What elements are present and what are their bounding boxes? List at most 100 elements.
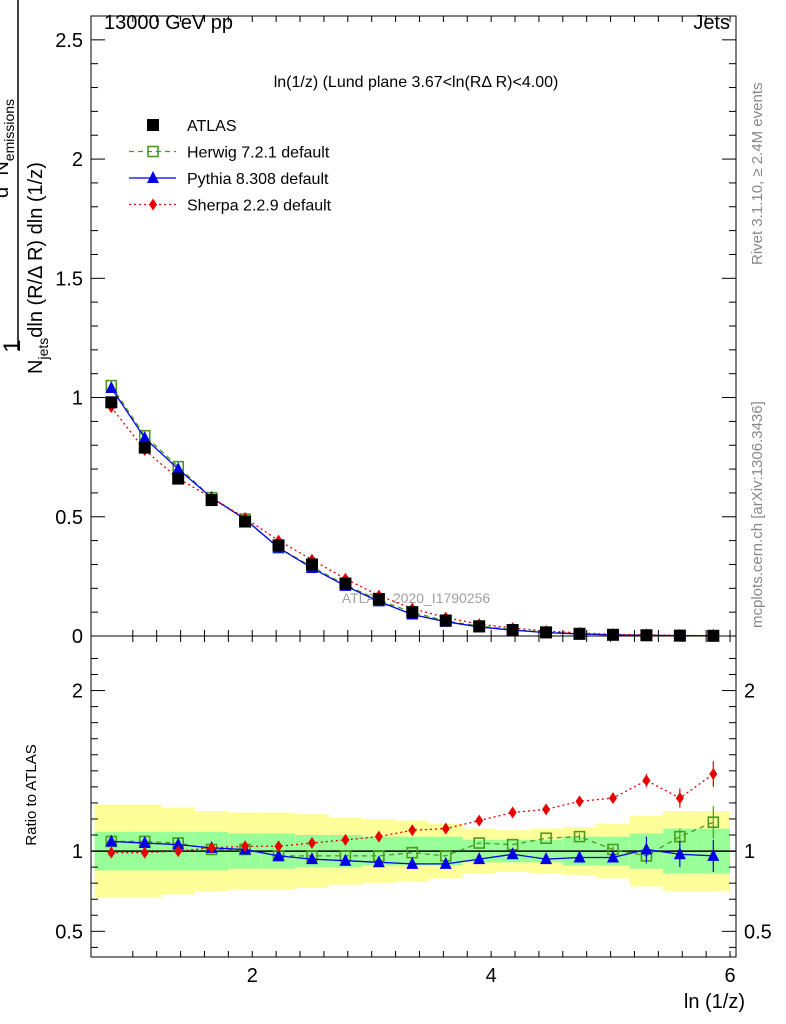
axes-layer: 2 4 6 0 0.5 1 1.5 2 2.5 0.5 0.5 1 1 2 2	[55, 15, 772, 987]
ratio-series-3	[107, 761, 718, 859]
main-y-tick-label: 1	[72, 388, 83, 410]
ratio-data-point	[542, 803, 551, 816]
main-data-point	[305, 558, 318, 571]
ratio-data-point	[573, 850, 586, 863]
ratio-data-point	[441, 822, 450, 835]
main-series-0	[105, 396, 720, 642]
y-label-one: 1	[0, 339, 26, 352]
ratio-data-point	[575, 795, 584, 808]
main-series-3	[107, 401, 718, 642]
energy-label: 13000 GeV pp	[104, 12, 233, 34]
ratio-data-point	[408, 824, 417, 837]
ratio-data-point	[439, 856, 452, 869]
main-data-point	[105, 381, 118, 393]
ratio-plot-frame	[90, 635, 737, 958]
y-label-exp: 2	[0, 180, 2, 187]
ratio-data-point	[540, 852, 553, 865]
ratio-data-point	[475, 814, 484, 827]
y-label-sub: emissions	[1, 99, 17, 161]
y-label-d: d	[0, 187, 13, 198]
ratio-data-point	[372, 855, 385, 868]
ratio-y-tick-label: 1	[72, 841, 83, 863]
ratio-data-point	[673, 847, 686, 860]
main-data-point	[606, 628, 619, 641]
main-title: ln(1/z) (Lund plane 3.67<ln(RΔ R)<4.00)	[274, 74, 559, 91]
series-layer	[105, 379, 720, 872]
main-data-point	[172, 472, 185, 485]
ratio-y-tick-label: 2	[72, 681, 83, 703]
ratio-data-point	[241, 840, 250, 853]
ratio-y-tick-label-right: 1	[744, 841, 755, 863]
watermark: ATLAS_2020_I1790256	[342, 590, 491, 606]
main-data-point	[272, 539, 285, 552]
ratio-data-point	[172, 837, 185, 850]
ratio-data-point	[707, 816, 720, 828]
ratio-y-tick-label-right: 2	[744, 681, 755, 703]
ratio-data-point	[709, 768, 718, 781]
main-data-point	[372, 593, 385, 606]
legend-label: Herwig 7.2.1 default	[187, 145, 330, 162]
ratio-data-point	[675, 792, 684, 805]
ratio-data-point	[305, 852, 318, 865]
main-data-point	[473, 620, 486, 633]
legend-marker	[147, 145, 159, 158]
main-data-point	[138, 441, 151, 454]
ratio-data-point	[307, 837, 316, 850]
x-tick-label: 4	[486, 965, 497, 987]
legend-marker	[147, 171, 159, 183]
x-axis-label: ln (1/z)	[684, 991, 745, 1013]
ratio-data-point	[642, 774, 651, 787]
legend-marker	[147, 119, 159, 131]
ratio-data-point	[272, 848, 285, 861]
ratio-data-point	[105, 834, 118, 847]
ratio-data-point	[274, 840, 283, 853]
main-data-point	[640, 629, 653, 642]
main-data-point	[573, 627, 586, 640]
ratio-data-point	[707, 848, 720, 861]
main-data-point	[439, 614, 452, 627]
ratio-data-point	[540, 832, 552, 845]
y-label-N: N	[0, 161, 13, 175]
ratio-data-point	[473, 837, 485, 849]
y-label-denominator: Njetsdln (R/Δ R) dln (1/z)	[25, 162, 51, 374]
x-tick-label: 2	[247, 965, 258, 987]
ratio-data-point	[207, 841, 216, 854]
ratio-data-point	[339, 853, 352, 866]
main-y-tick-label: 2	[72, 149, 83, 171]
legend-label: ATLAS	[187, 118, 237, 135]
main-data-point	[506, 624, 519, 637]
ratio-data-point	[174, 845, 183, 858]
ratio-data-point	[140, 846, 149, 859]
ratio-data-point	[508, 806, 517, 819]
main-data-point	[339, 577, 352, 590]
main-data-point	[205, 494, 218, 507]
rivet-label: Rivet 3.1.10, ≥ 2.4M events	[749, 83, 766, 266]
ratio-data-point	[473, 852, 486, 865]
x-tick-label: 6	[724, 965, 735, 987]
main-y-tick-label: 0.5	[55, 507, 83, 529]
ratio-data-point	[573, 830, 586, 843]
legend-label: Pythia 8.308 default	[187, 171, 329, 188]
main-y-axis-label: 1 d2 Nemissions Njetsdln (R/Δ R) dln (1/z…	[0, 0, 51, 374]
y-label-den-sub: jets	[35, 338, 51, 361]
ratio-y-tick-label-right: 0.5	[744, 921, 772, 943]
ratio-data-point	[506, 847, 519, 860]
legend: ATLAS Herwig 7.2.1 default Pythia 8.308 de…	[129, 118, 332, 215]
main-y-tick-label: 0	[72, 626, 83, 648]
legend-marker	[149, 198, 157, 211]
ratio-data-point	[606, 850, 619, 863]
ratio-data-point	[640, 842, 653, 855]
main-y-tick-label: 1.5	[55, 268, 83, 290]
ratio-data-point	[341, 833, 350, 846]
ratio-data-point	[374, 830, 383, 843]
ratio-data-point	[138, 836, 151, 849]
main-data-point	[105, 396, 118, 409]
y-label-den-rest: dln (R/Δ R) dln (1/z)	[25, 162, 47, 338]
ratio-data-point	[406, 856, 419, 869]
process-label: Jets	[693, 12, 730, 34]
main-data-point	[540, 626, 553, 639]
y-label-den-N: N	[25, 360, 47, 374]
main-data-point	[406, 606, 419, 619]
main-data-point	[172, 462, 185, 475]
ratio-data-point	[608, 792, 617, 805]
